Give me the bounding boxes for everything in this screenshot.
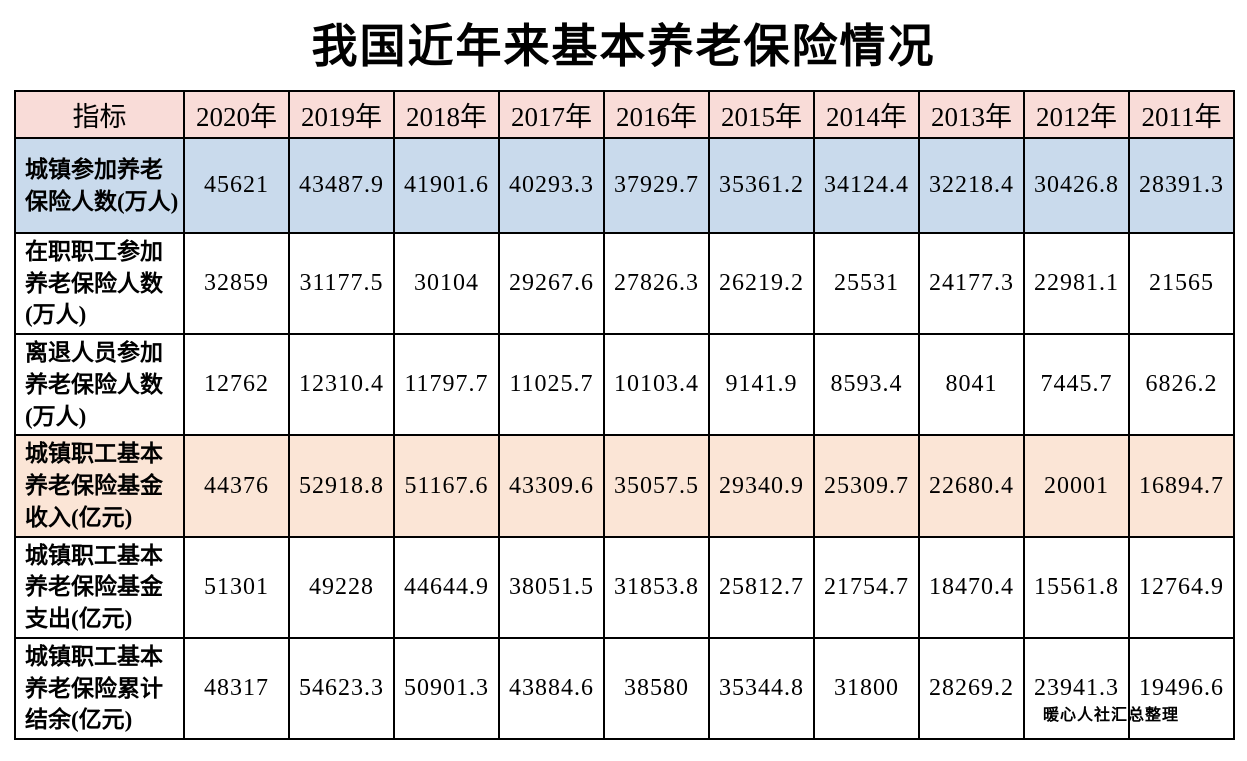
data-cell: 31853.8 — [603, 535, 710, 639]
header-cell-year-2020: 2020年 — [183, 90, 290, 139]
data-cell: 35057.5 — [603, 434, 710, 538]
data-cell: 38051.5 — [498, 535, 605, 639]
table-row: 离退人员参加养老保险人数(万人) 12762 12310.4 11797.7 11025… — [14, 333, 1235, 437]
data-cell: 12762 — [183, 333, 290, 437]
data-cell: 38580 — [603, 636, 710, 741]
header-cell-year-2014: 2014年 — [813, 90, 920, 139]
data-cell: 11797.7 — [393, 333, 500, 437]
data-cell: 10103.4 — [603, 333, 710, 437]
data-cell: 31800 — [813, 636, 920, 741]
header-cell-year-2012: 2012年 — [1023, 90, 1130, 139]
data-cell: 52918.8 — [288, 434, 395, 538]
data-cell: 25531 — [813, 231, 920, 336]
data-cell: 48317 — [183, 636, 290, 741]
data-cell: 21565 — [1128, 231, 1235, 336]
table-row: 在职职工参加养老保险人数(万人) 32859 31177.5 30104 29267.6… — [14, 231, 1235, 336]
data-cell: 45621 — [183, 137, 290, 234]
data-cell: 25812.7 — [708, 535, 815, 639]
header-cell-year-2016: 2016年 — [603, 90, 710, 139]
data-cell: 28269.2 — [918, 636, 1025, 741]
table-row: 城镇职工基本养老保险基金支出(亿元) 51301 49228 44644.9 38051… — [14, 535, 1235, 639]
data-cell: 26219.2 — [708, 231, 815, 336]
table-body: 城镇参加养老保险人数(万人) 45621 43487.9 41901.6 40293.3… — [14, 137, 1235, 741]
data-cell: 41901.6 — [393, 137, 500, 234]
data-cell: 15561.8 — [1023, 535, 1130, 639]
data-cell: 32218.4 — [918, 137, 1025, 234]
data-cell: 27826.3 — [603, 231, 710, 336]
row-indicator-label: 城镇职工基本养老保险基金支出(亿元) — [14, 535, 185, 639]
data-cell: 30426.8 — [1023, 137, 1130, 234]
data-cell: 43884.6 — [498, 636, 605, 741]
data-cell: 30104 — [393, 231, 500, 336]
data-cell: 20001 — [1023, 434, 1130, 538]
data-cell: 34124.4 — [813, 137, 920, 234]
data-cell: 9141.9 — [708, 333, 815, 437]
data-cell: 7445.7 — [1023, 333, 1130, 437]
table-row: 城镇职工基本养老保险基金收入(亿元) 44376 52918.8 51167.6 433… — [14, 434, 1235, 538]
header-cell-year-2017: 2017年 — [498, 90, 605, 139]
data-cell: 50901.3 — [393, 636, 500, 741]
data-cell: 31177.5 — [288, 231, 395, 336]
header-cell-year-2011: 2011年 — [1128, 90, 1235, 139]
row-indicator-label: 城镇职工基本养老保险累计结余(亿元) — [14, 636, 185, 741]
data-cell: 12764.9 — [1128, 535, 1235, 639]
data-cell: 29340.9 — [708, 434, 815, 538]
data-cell: 19496.6 — [1128, 636, 1235, 741]
data-cell: 28391.3 — [1128, 137, 1235, 234]
data-cell: 23941.3 — [1023, 636, 1130, 741]
header-cell-year-2015: 2015年 — [708, 90, 815, 139]
data-cell: 22680.4 — [918, 434, 1025, 538]
header-cell-indicator: 指标 — [14, 90, 185, 139]
data-cell: 51301 — [183, 535, 290, 639]
data-cell: 37929.7 — [603, 137, 710, 234]
table-row: 城镇职工基本养老保险累计结余(亿元) 48317 54623.3 50901.3 438… — [14, 636, 1235, 741]
data-cell: 43487.9 — [288, 137, 395, 234]
table-row: 城镇参加养老保险人数(万人) 45621 43487.9 41901.6 40293.3… — [14, 137, 1235, 234]
data-cell: 24177.3 — [918, 231, 1025, 336]
data-cell: 8041 — [918, 333, 1025, 437]
data-cell: 18470.4 — [918, 535, 1025, 639]
page-title: 我国近年来基本养老保险情况 — [311, 21, 936, 72]
data-cell: 51167.6 — [393, 434, 500, 538]
data-cell: 29267.6 — [498, 231, 605, 336]
row-indicator-label: 在职职工参加养老保险人数(万人) — [14, 231, 185, 336]
data-cell: 25309.7 — [813, 434, 920, 538]
data-cell: 11025.7 — [498, 333, 605, 437]
pension-table: 指标 2020年 2019年 2018年 2017年 2016年 2015年 2014年 201… — [14, 90, 1235, 741]
row-indicator-label: 城镇参加养老保险人数(万人) — [14, 137, 185, 234]
data-cell: 8593.4 — [813, 333, 920, 437]
footer-credit: 暖心人社汇总整理 — [1042, 707, 1179, 724]
data-cell: 6826.2 — [1128, 333, 1235, 437]
data-cell: 35361.2 — [708, 137, 815, 234]
data-cell: 12310.4 — [288, 333, 395, 437]
header-cell-year-2013: 2013年 — [918, 90, 1025, 139]
data-cell: 32859 — [183, 231, 290, 336]
data-cell: 44644.9 — [393, 535, 500, 639]
data-cell: 21754.7 — [813, 535, 920, 639]
header-cell-year-2018: 2018年 — [393, 90, 500, 139]
data-cell: 40293.3 — [498, 137, 605, 234]
data-cell: 49228 — [288, 535, 395, 639]
data-cell: 16894.7 — [1128, 434, 1235, 538]
table-header-row: 指标 2020年 2019年 2018年 2017年 2016年 2015年 2014年 201… — [14, 90, 1235, 139]
data-cell: 22981.1 — [1023, 231, 1130, 336]
data-cell: 54623.3 — [288, 636, 395, 741]
data-cell: 43309.6 — [498, 434, 605, 538]
data-cell: 44376 — [183, 434, 290, 538]
row-indicator-label: 离退人员参加养老保险人数(万人) — [14, 333, 185, 437]
header-cell-year-2019: 2019年 — [288, 90, 395, 139]
row-indicator-label: 城镇职工基本养老保险基金收入(亿元) — [14, 434, 185, 538]
data-cell: 35344.8 — [708, 636, 815, 741]
